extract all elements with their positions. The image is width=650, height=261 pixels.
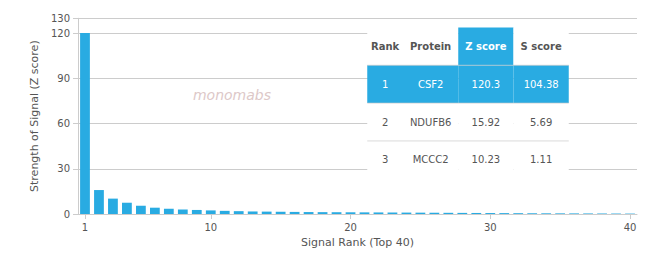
svg-text:3: 3 xyxy=(382,154,388,165)
svg-text:1.11: 1.11 xyxy=(530,154,552,165)
svg-text:10: 10 xyxy=(204,222,217,233)
svg-text:MCCC2: MCCC2 xyxy=(413,154,449,165)
svg-text:40: 40 xyxy=(624,222,637,233)
svg-text:5.69: 5.69 xyxy=(530,117,552,128)
svg-text:Strength of Signal (Z score): Strength of Signal (Z score) xyxy=(28,40,41,192)
svg-text:Signal Rank (Top 40): Signal Rank (Top 40) xyxy=(301,236,414,249)
svg-text:15.92: 15.92 xyxy=(472,117,501,128)
svg-text:104.38: 104.38 xyxy=(524,79,559,90)
svg-text:monomabs: monomabs xyxy=(193,87,271,103)
svg-text:0: 0 xyxy=(64,209,70,220)
svg-text:2: 2 xyxy=(382,117,388,128)
svg-text:90: 90 xyxy=(57,73,70,84)
svg-text:CSF2: CSF2 xyxy=(418,79,443,90)
svg-text:30: 30 xyxy=(484,222,497,233)
svg-text:Protein: Protein xyxy=(410,41,451,52)
svg-text:120: 120 xyxy=(51,28,70,39)
svg-text:60: 60 xyxy=(57,118,70,129)
svg-text:30: 30 xyxy=(57,163,70,174)
svg-text:130: 130 xyxy=(51,13,70,24)
svg-text:10.23: 10.23 xyxy=(472,154,501,165)
svg-text:Z score: Z score xyxy=(465,41,506,52)
svg-text:NDUFB6: NDUFB6 xyxy=(410,117,451,128)
svg-text:S score: S score xyxy=(521,41,562,52)
svg-text:Rank: Rank xyxy=(371,41,400,52)
svg-text:1: 1 xyxy=(82,222,88,233)
svg-text:1: 1 xyxy=(382,79,388,90)
svg-text:20: 20 xyxy=(344,222,357,233)
svg-text:120.3: 120.3 xyxy=(472,79,501,90)
